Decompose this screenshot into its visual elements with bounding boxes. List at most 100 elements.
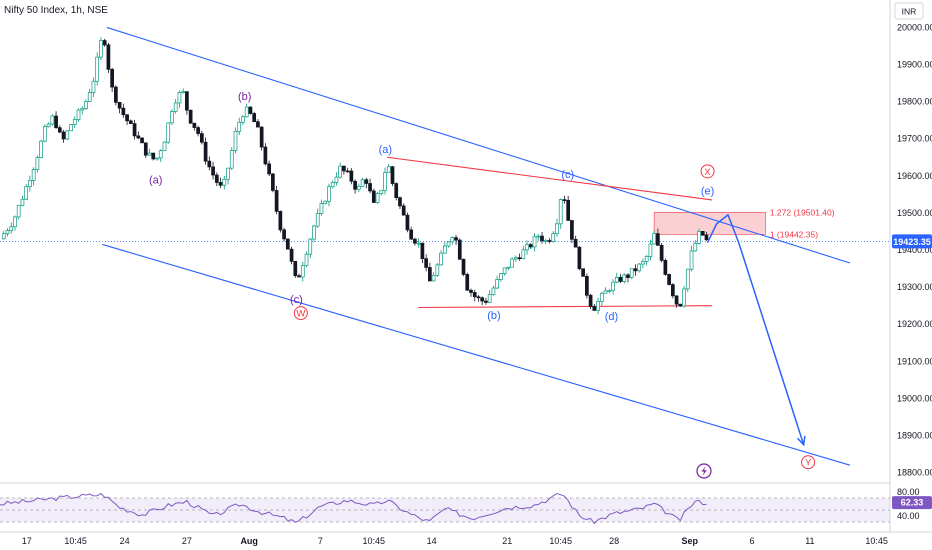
candle-body (611, 281, 615, 291)
candle-body (577, 246, 582, 270)
price-tick-label: 19100.00 (897, 356, 932, 366)
candle-body (140, 137, 144, 144)
candle-body (252, 113, 257, 123)
candle-body (525, 244, 529, 251)
candle-body (401, 205, 406, 216)
price-tick-label: 18900.00 (897, 430, 932, 440)
candle-body (659, 244, 664, 261)
candle-body (603, 290, 608, 294)
candle-body (181, 91, 186, 94)
candle-body (704, 234, 709, 241)
time-tick-label: Sep (681, 536, 698, 546)
projection-path[interactable] (706, 213, 806, 447)
candle-body (510, 258, 514, 268)
candle-body (289, 248, 294, 262)
price-axis: 20000.00 19900.00 19800.00 19700.00 19600.00… (889, 0, 932, 532)
candle-body (330, 182, 335, 188)
currency-badge[interactable]: INR (894, 2, 924, 20)
fib-zone-rect[interactable] (653, 212, 766, 235)
candle-body (379, 189, 384, 195)
candle-body (211, 166, 215, 176)
time-tick-label: 27 (182, 536, 192, 546)
candle-body (585, 276, 589, 296)
candle-body (16, 204, 21, 218)
time-tick-label: 28 (609, 536, 619, 546)
rsi-line (0, 492, 707, 525)
rsi-last-label: 62.33 (901, 498, 924, 508)
last-price-badge: 19423.35 (892, 234, 932, 249)
candle-body (196, 127, 200, 134)
candle-body (80, 108, 85, 111)
candle-body (50, 115, 55, 125)
candle-body (24, 186, 29, 200)
candle-body (106, 44, 111, 70)
candle-body (241, 116, 245, 123)
candle-body (95, 56, 100, 82)
candle-body (495, 279, 500, 289)
candle-body (506, 266, 511, 269)
candle-body (61, 131, 66, 140)
candle-body (697, 231, 701, 244)
candle-body (499, 273, 503, 280)
projection-line[interactable] (706, 213, 805, 446)
price-tick-label: 20000.00 (897, 22, 932, 32)
channel-lower[interactable] (102, 243, 851, 466)
candle-body (517, 257, 522, 260)
candle-body (502, 267, 507, 275)
candle-body (72, 119, 77, 125)
time-tick-label: 10:45 (865, 536, 888, 546)
candle-body (297, 275, 301, 278)
time-tick-label: 24 (120, 536, 130, 546)
projection-arrowhead (796, 435, 806, 447)
candle-body (300, 265, 305, 278)
candle-body (390, 166, 395, 184)
candle-body (43, 126, 47, 142)
currency-label: INR (902, 7, 917, 17)
candle-body (229, 150, 234, 169)
wave-label: (c) (290, 294, 303, 306)
candle-body (700, 231, 705, 236)
channel-upper[interactable] (106, 26, 851, 264)
candle-body (304, 253, 309, 267)
candle-body (637, 263, 642, 272)
candle-body (349, 170, 354, 182)
candle-body (540, 235, 544, 242)
price-tick-label: 19400.00 (897, 245, 932, 255)
flash-icon[interactable] (696, 463, 712, 479)
price-tick-label: 19200.00 (897, 319, 932, 329)
trend-lines[interactable] (102, 26, 851, 466)
candle-body (442, 245, 447, 254)
candle-body (117, 102, 122, 109)
candle-body (394, 183, 399, 198)
candle-body (233, 131, 238, 151)
candle-body (398, 197, 402, 207)
candle-body (641, 261, 645, 265)
candle-body (416, 242, 421, 245)
candle-body (263, 146, 268, 165)
candle-body (618, 276, 623, 282)
candle-body (536, 235, 541, 238)
candle-body (267, 163, 271, 175)
time-tick-label: 14 (427, 536, 437, 546)
candle-body (315, 213, 320, 227)
rsi-pane: 80.00 40.00 (0, 482, 920, 525)
candle-body (170, 111, 174, 124)
candle-body (244, 106, 249, 118)
candle-body (480, 297, 485, 302)
candle-body (256, 121, 260, 128)
candle-body (472, 292, 477, 298)
time-tick-label: 10:45 (64, 536, 87, 546)
time-tick-label: 17 (22, 536, 32, 546)
candle-body (581, 268, 585, 277)
candle-body (20, 198, 25, 206)
candle-body (368, 183, 372, 192)
price-tick-label: 19600.00 (897, 171, 932, 181)
candle-body (409, 229, 414, 240)
triangle-upper[interactable] (387, 156, 713, 201)
candle-body (345, 170, 350, 173)
candle-body (151, 152, 156, 160)
triangle-lower[interactable] (418, 305, 713, 309)
candle-body (259, 126, 264, 148)
